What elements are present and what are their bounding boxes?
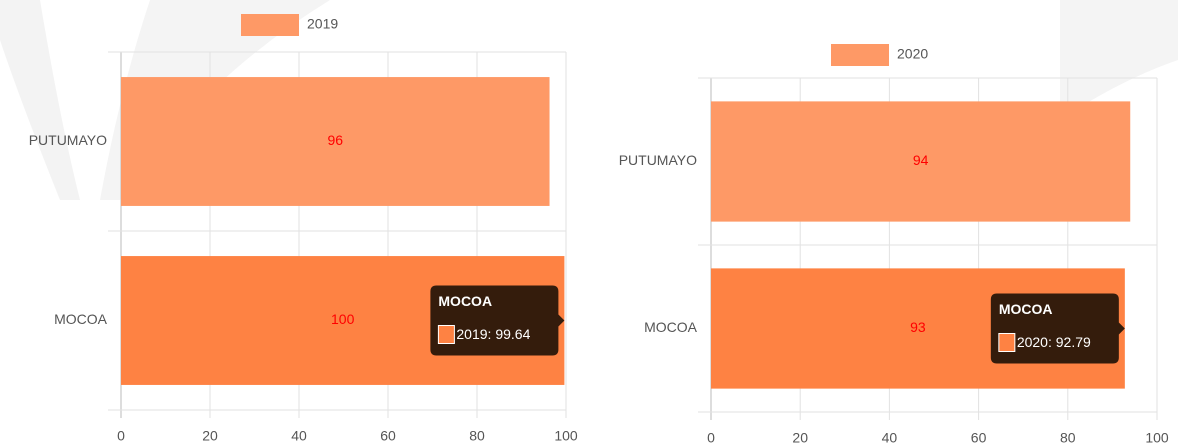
x-tick-label: 60: [380, 428, 396, 444]
value-label: 100: [331, 311, 355, 327]
tooltip-text: 2020: 92.79: [1017, 334, 1091, 350]
x-tick-label: 80: [469, 428, 485, 444]
value-label: 94: [913, 152, 929, 168]
category-label: PUTUMAYO: [619, 152, 697, 168]
x-tick-label: 0: [707, 430, 715, 446]
tooltip-swatch: [437, 325, 455, 344]
bar: [711, 101, 1131, 222]
background-swoosh: [100, 0, 330, 200]
tooltip-text: 2019: 99.64: [456, 326, 530, 342]
x-tick-label: 0: [117, 428, 125, 444]
background-swoosh: [1060, 0, 1178, 120]
legend-swatch: [831, 44, 889, 66]
tooltip-title: MOCOA: [999, 301, 1053, 317]
category-label: PUTUMAYO: [29, 132, 107, 148]
background-swoosh: [0, 0, 80, 200]
tooltip-swatch: [998, 333, 1016, 352]
x-tick-label: 40: [882, 430, 898, 446]
x-tick-label: 60: [971, 430, 987, 446]
value-label: 93: [910, 319, 926, 335]
legend-label: 2020: [897, 46, 928, 62]
x-tick-label: 100: [554, 428, 578, 444]
x-tick-label: 100: [1145, 430, 1169, 446]
x-tick-label: 20: [792, 430, 808, 446]
x-tick-label: 40: [291, 428, 307, 444]
value-label: 96: [327, 132, 343, 148]
x-tick-label: 80: [1060, 430, 1076, 446]
tooltip-box: [430, 285, 565, 356]
tooltip-title: MOCOA: [438, 293, 492, 309]
legend-swatch: [241, 14, 299, 36]
category-label: MOCOA: [644, 319, 698, 335]
bar: [121, 77, 550, 206]
tooltip-box: [990, 293, 1125, 364]
legend-label: 2019: [307, 16, 338, 32]
x-tick-label: 20: [202, 428, 218, 444]
category-label: MOCOA: [54, 311, 108, 327]
